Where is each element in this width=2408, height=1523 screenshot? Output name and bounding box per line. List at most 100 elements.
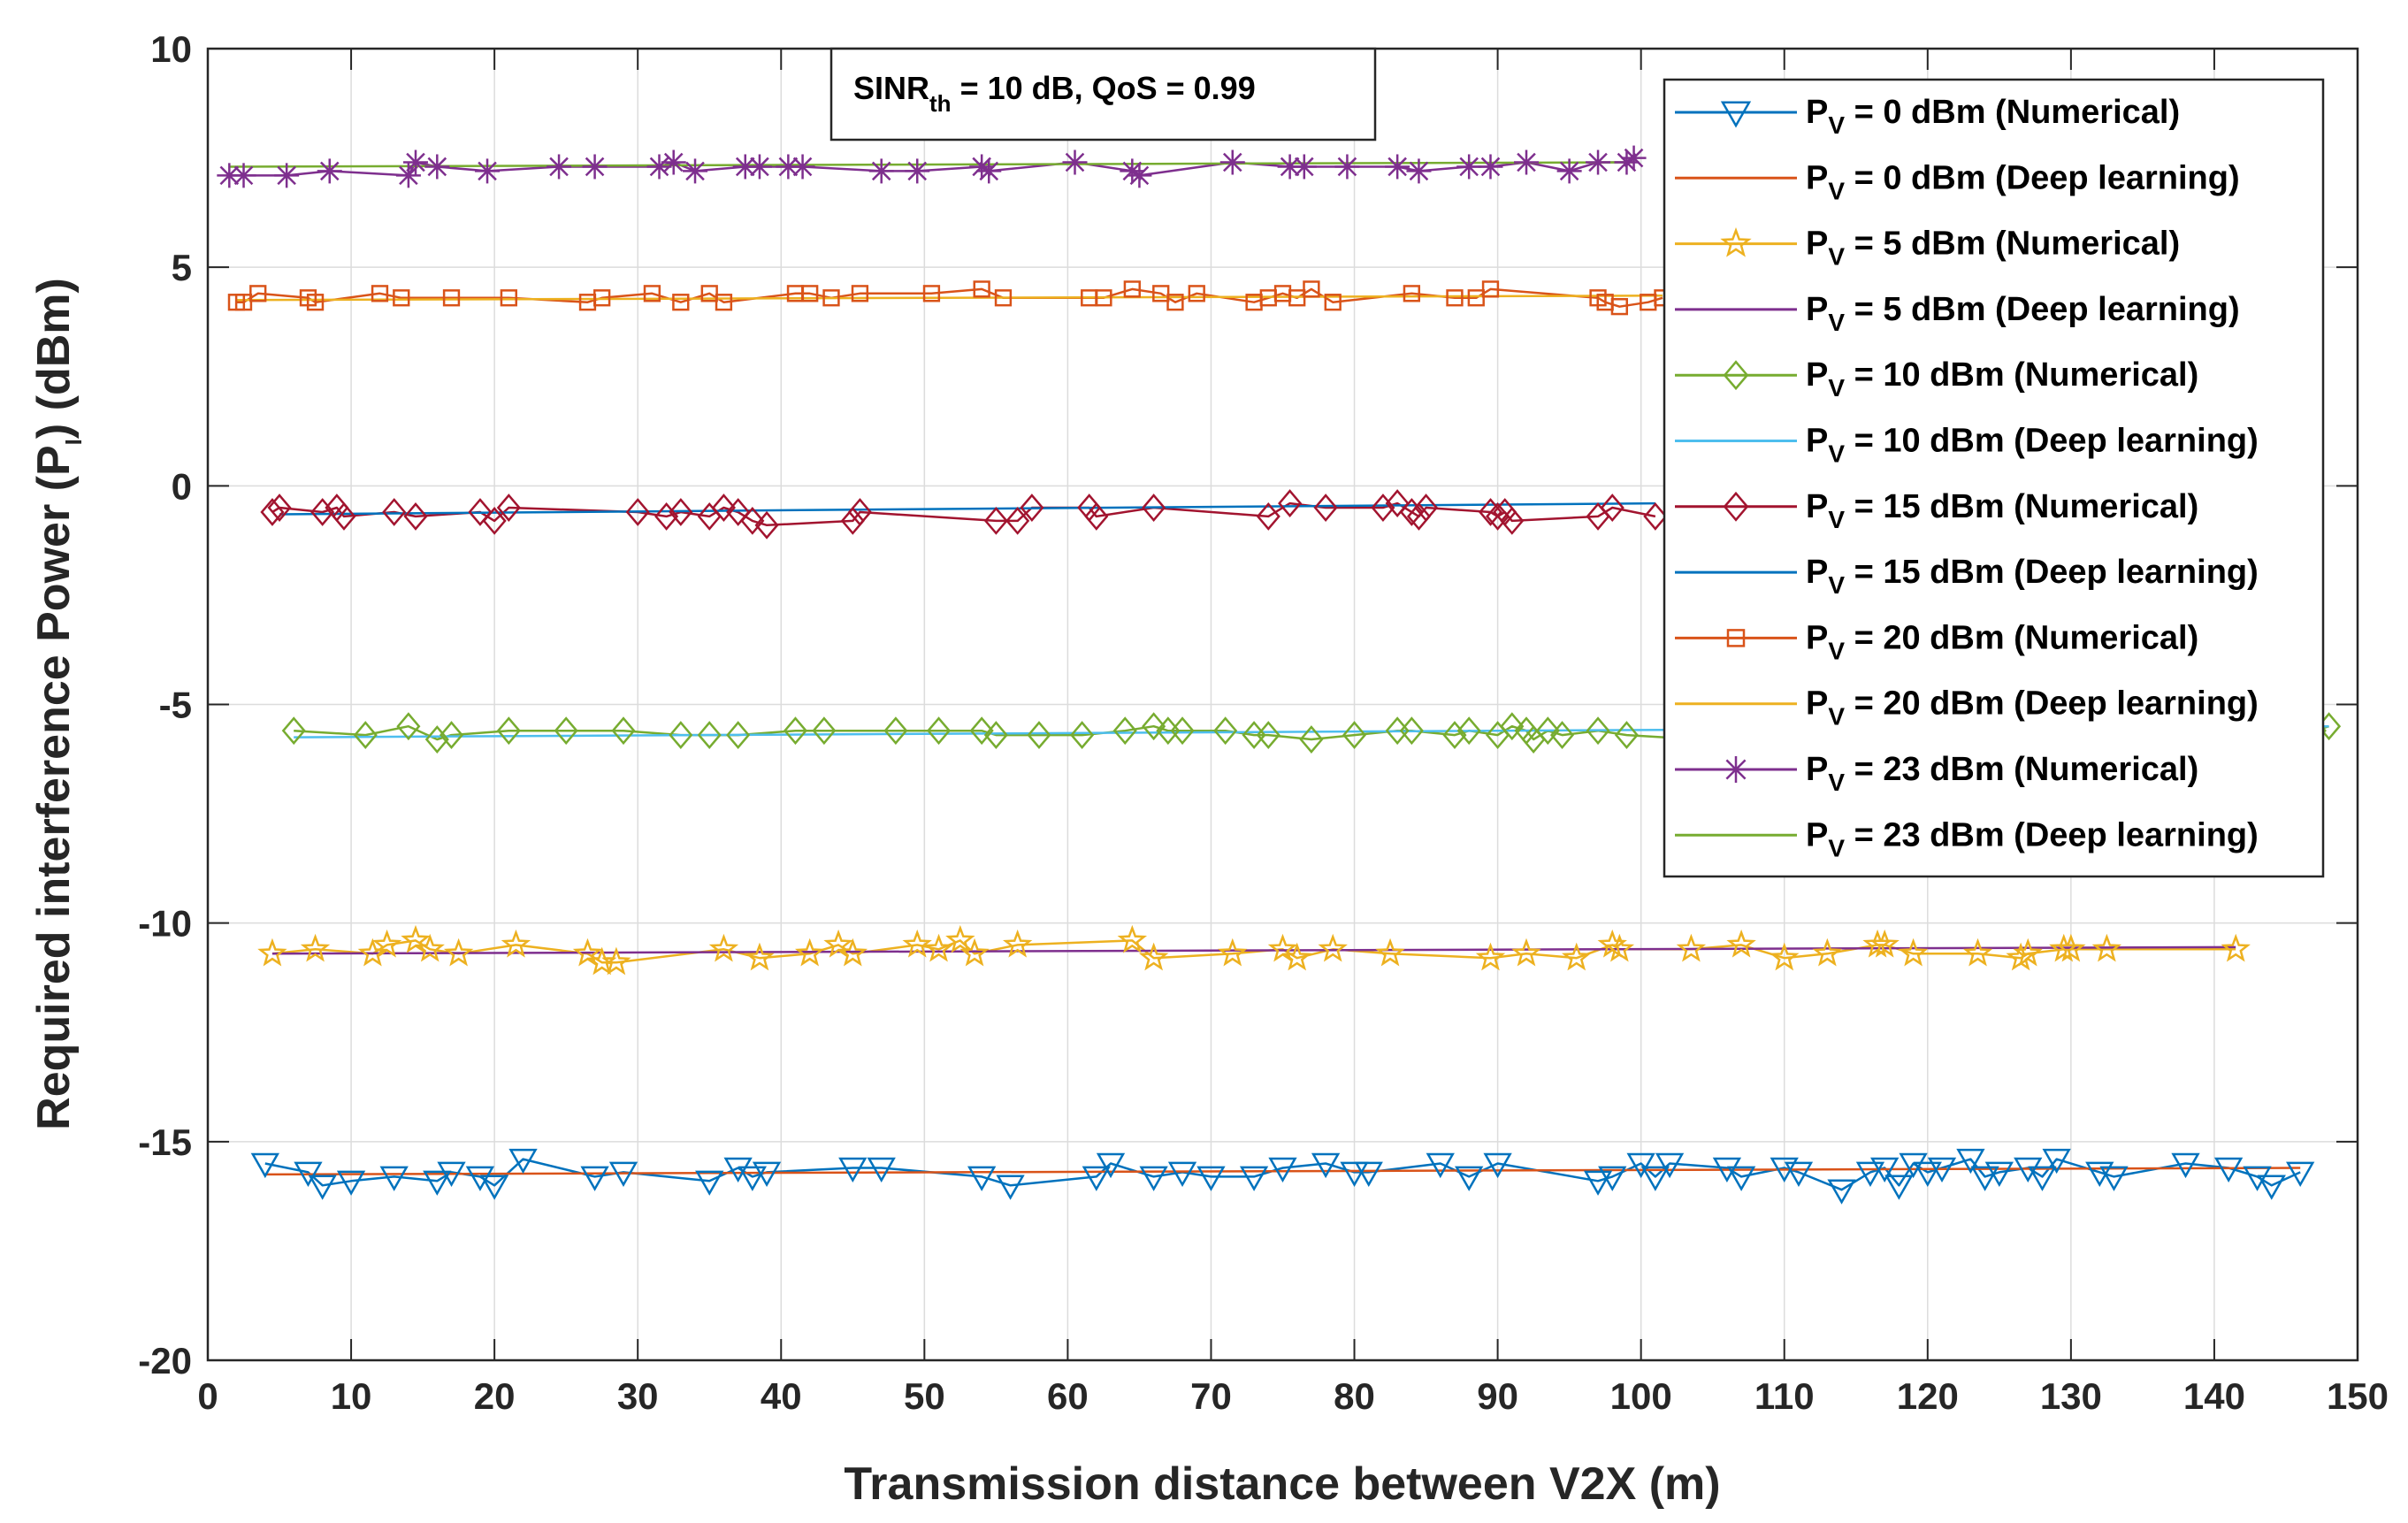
legend-label-prefix: P xyxy=(1806,423,1828,460)
data-point-asterisk xyxy=(746,154,772,180)
data-point-square xyxy=(1188,285,1205,302)
data-point-star xyxy=(1898,938,1929,967)
y-axis-label-tail: ) (dBm) xyxy=(28,278,80,439)
asterisk-stroke xyxy=(1725,759,1747,780)
data-point-star xyxy=(1218,938,1248,967)
data-point-triangle xyxy=(1784,1161,1814,1187)
data-point-star xyxy=(1511,938,1541,967)
data-point-diamond xyxy=(1486,502,1510,531)
data-point-square xyxy=(249,285,267,302)
legend-label-sub: V xyxy=(1828,111,1845,139)
y-axis-ticks: -20 -15 -10 -5 0 5 10 xyxy=(138,28,2358,1381)
legend-label: PV = 0 dBm (Deep learning) xyxy=(1806,159,2240,204)
data-point-square xyxy=(1288,289,1306,307)
data-point-diamond xyxy=(267,494,292,522)
legend-label: PV = 5 dBm (Deep learning) xyxy=(1806,291,2240,336)
data-point-asterisk xyxy=(1120,158,1145,184)
data-point-diamond xyxy=(1442,721,1467,750)
data-point-triangle xyxy=(1139,1166,1168,1191)
data-point-square xyxy=(306,294,325,311)
x-tick-label: 90 xyxy=(1477,1375,1518,1417)
legend-label-prefix: P xyxy=(1806,94,1828,131)
series-0-markers xyxy=(250,1148,2315,1205)
x-tick-label: 130 xyxy=(2040,1375,2102,1417)
legend-label: PV = 23 dBm (Numerical) xyxy=(1806,751,2198,796)
data-point-star xyxy=(1117,924,1148,953)
data-point-diamond xyxy=(847,498,872,526)
asterisk-stroke xyxy=(585,157,605,177)
legend-label-prefix: P xyxy=(1806,488,1828,525)
data-point-diamond xyxy=(726,721,751,750)
data-point-triangle xyxy=(1426,1152,1455,1179)
data-point-diamond xyxy=(1213,716,1238,746)
asterisk-stroke xyxy=(549,157,569,177)
legend-label-suffix: = 20 dBm (Deep learning) xyxy=(1845,685,2259,723)
data-point-star xyxy=(1002,929,1033,958)
legend-label-sub: V xyxy=(1828,703,1845,731)
asterisk-stroke xyxy=(1517,152,1536,172)
legend-label-prefix: P xyxy=(1806,291,1828,328)
data-point-asterisk xyxy=(905,158,930,184)
annotation-frame xyxy=(829,47,1377,142)
data-point-diamond xyxy=(1723,491,1749,522)
y-axis-label-sub: I xyxy=(60,439,87,445)
y-tick-label: -15 xyxy=(138,1121,192,1163)
data-point-triangle xyxy=(1340,1161,1369,1187)
data-point-triangle xyxy=(465,1166,495,1191)
legend-label: PV = 20 dBm (Numerical) xyxy=(1806,619,2198,664)
data-point-triangle xyxy=(1827,1179,1856,1205)
data-point-square xyxy=(994,289,1013,307)
data-point-diamond xyxy=(812,716,837,746)
data-point-triangle xyxy=(1712,1157,1742,1183)
data-point-asterisk xyxy=(1334,154,1360,180)
data-point-triangle xyxy=(308,1175,337,1200)
legend-entry: PV = 20 dBm (Deep learning) xyxy=(1675,685,2259,731)
data-point-star xyxy=(1812,938,1843,967)
data-point-square xyxy=(1166,294,1184,311)
data-point-triangle xyxy=(250,1152,279,1179)
legend-label-sub: V xyxy=(1828,506,1845,533)
data-point-triangle xyxy=(752,1161,782,1187)
data-point-triangle xyxy=(1626,1152,1655,1179)
annotation-box: SINRth = 10 dB, QoS = 0.99 xyxy=(829,47,1377,142)
legend-entry: PV = 0 dBm (Deep learning) xyxy=(1675,159,2240,204)
asterisk-stroke xyxy=(1222,152,1242,172)
data-point-asterisk xyxy=(1556,158,1582,184)
data-point-star xyxy=(923,933,954,962)
data-point-diamond xyxy=(1399,716,1424,746)
data-point-triangle xyxy=(2257,1175,2286,1200)
data-point-diamond xyxy=(1406,502,1432,531)
data-point-asterisk xyxy=(1062,149,1088,175)
data-point-asterisk xyxy=(1514,149,1540,175)
data-point-diamond xyxy=(1414,494,1439,522)
data-point-square xyxy=(1152,285,1170,302)
data-point-star xyxy=(501,929,531,958)
data-point-asterisk xyxy=(582,154,608,180)
legend-label-sub: V xyxy=(1828,834,1845,861)
x-tick-label: 70 xyxy=(1190,1375,1232,1417)
data-point-triangle xyxy=(1984,1161,2014,1187)
asterisk-stroke xyxy=(1588,152,1608,172)
data-point-triangle xyxy=(1268,1157,1297,1183)
data-point-triangle xyxy=(1311,1152,1341,1179)
data-point-square xyxy=(1324,294,1342,311)
data-point-diamond xyxy=(310,498,335,526)
data-point-triangle xyxy=(508,1148,538,1175)
data-point-asterisk xyxy=(1291,154,1317,180)
data-point-star xyxy=(1869,929,1900,958)
data-point-star xyxy=(837,938,868,967)
data-point-star xyxy=(601,946,631,976)
legend-label-sub: V xyxy=(1828,571,1845,599)
legend-label-sub: V xyxy=(1828,177,1845,204)
asterisk-stroke xyxy=(778,157,799,177)
x-tick-label: 150 xyxy=(2327,1375,2389,1417)
data-point-asterisk xyxy=(1219,149,1245,175)
asterisk-stroke xyxy=(1409,161,1429,181)
data-point-star xyxy=(1562,942,1592,971)
data-point-star xyxy=(1676,933,1707,962)
data-point-diamond xyxy=(697,721,722,750)
legend-entry: PV = 5 dBm (Numerical) xyxy=(1675,226,2180,271)
asterisk-stroke xyxy=(233,165,254,186)
data-point-triangle xyxy=(437,1161,466,1187)
legend-label: PV = 0 dBm (Numerical) xyxy=(1806,94,2180,139)
